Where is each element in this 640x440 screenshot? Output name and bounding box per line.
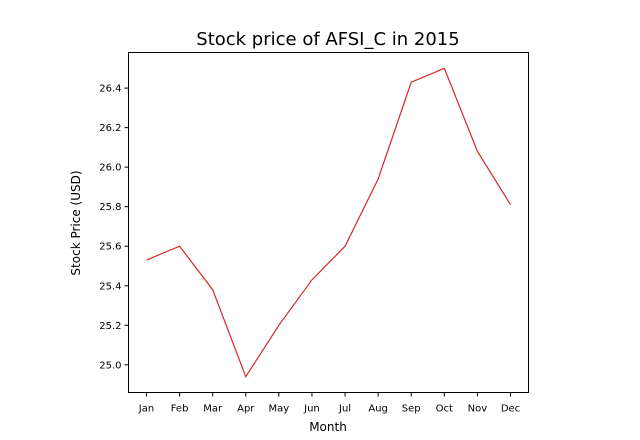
- series-line: [146, 67, 512, 379]
- y-axis-label: Stock Price (USD): [69, 170, 83, 275]
- y-tick-label: 25.4: [99, 281, 121, 292]
- x-tick-label: Mar: [203, 404, 223, 415]
- x-tick-label: May: [269, 404, 290, 415]
- x-tick-label: Dec: [501, 404, 520, 415]
- x-tick-label: Sep: [402, 404, 421, 415]
- x-tick-label: Jun: [303, 404, 320, 415]
- y-tick-label: 26.2: [99, 123, 121, 134]
- y-tick-label: 25.0: [99, 360, 121, 371]
- y-axis: 25.0 25.2 25.4 25.6 25.8 26.0 26.2 26.4: [99, 84, 129, 371]
- y-tick-label: 25.2: [99, 321, 121, 332]
- y-tick-label: 25.6: [99, 242, 121, 253]
- y-tick-label: 26.0: [99, 163, 121, 174]
- y-tick-label: 25.8: [99, 202, 121, 213]
- x-tick-label: Jul: [338, 404, 351, 415]
- plot-series: [146, 67, 512, 379]
- x-tick-label: Oct: [436, 404, 453, 415]
- x-tick-label: Feb: [171, 404, 189, 415]
- chart-title: Stock price of AFSI_C in 2015: [196, 29, 459, 50]
- x-axis: Jan Feb Mar Apr May Jun Jul Aug Sep Oct Nov Dec: [138, 392, 520, 415]
- x-tick-label: Apr: [237, 404, 255, 415]
- x-tick-label: Jan: [138, 404, 154, 415]
- x-tick-label: Nov: [468, 404, 488, 415]
- y-tick-label: 26.4: [99, 84, 121, 95]
- x-tick-label: Aug: [368, 404, 388, 415]
- x-axis-label: Month: [309, 420, 347, 434]
- plot-frame: [128, 52, 529, 393]
